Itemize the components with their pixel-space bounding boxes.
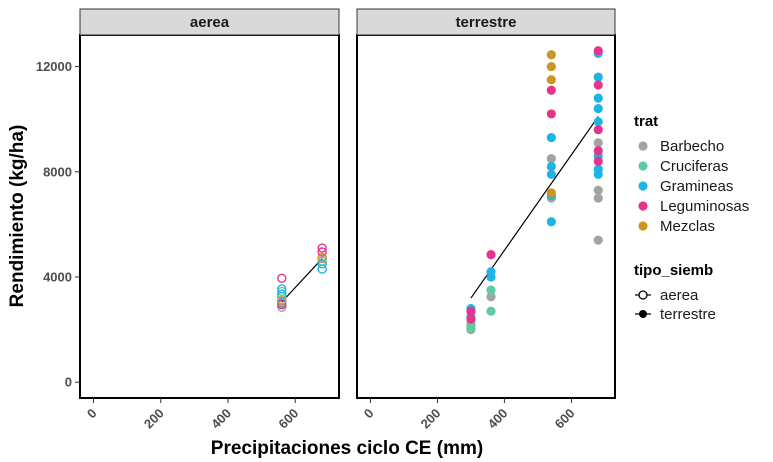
point-cruciferas-terrestre [486,306,496,316]
legend-key-barbecho [638,141,648,151]
legend-key-leguminosas [638,201,648,211]
y-tick-label: 12000 [36,59,72,74]
point-leguminosas-aerea [277,299,287,310]
point-barbecho-terrestre [593,235,603,245]
point-gramineas-terrestre [546,169,556,180]
point-mezclas-terrestre [546,75,556,85]
y-tick-label: 4000 [43,270,72,285]
point-barbecho-terrestre [593,138,603,148]
legend: trat Barbecho Cruciferas Gramineas Legumino… [634,113,749,323]
point-leguminosas-terrestre [593,80,603,90]
point-barbecho-terrestre [486,292,496,302]
strip-label-terrestre: terrestre [456,14,517,31]
x-tick-label: 0 [361,406,377,422]
point-barbecho-terrestre [593,193,603,203]
y-tick-label: 0 [65,375,72,390]
point-gramineas-terrestre [593,93,603,103]
trendline-aerea [281,258,323,303]
point-mezclas-terrestre [546,50,556,60]
point-leguminosas-terrestre [486,250,496,260]
x-tick-label: 400 [485,406,511,432]
x-tick-label: 600 [275,406,301,432]
point-mezclas-terrestre [546,61,556,72]
point-leguminosas-terrestre [593,125,603,135]
point-leguminosas-terrestre [593,156,603,166]
facet-panels: aerea terrestre [79,8,616,399]
legend-label-aerea: aerea [660,287,699,304]
strip-terrestre [356,8,616,36]
legend-label-cruciferas: Cruciferas [660,158,728,175]
point-barbecho-aerea [277,302,287,312]
point-gramineas-aerea [317,264,327,274]
y-axis-title: Rendimiento (kg/ha) [7,125,28,308]
point-leguminosas-terrestre [466,306,476,316]
x-axis-title: Precipitaciones ciclo CE (mm) [211,438,483,459]
legend-key-gramineas [638,181,648,191]
legend-label-mezclas: Mezclas [660,218,715,235]
strip-label-aerea: aerea [190,14,230,31]
x-tick-label: 200 [418,406,444,432]
point-leguminosas-aerea [277,273,287,284]
legend-label-terrestre: terrestre [660,306,716,323]
x-tick-label: 0 [84,406,100,422]
point-gramineas-aerea [277,284,287,294]
point-gramineas-terrestre [486,267,496,277]
strip-aerea [79,8,340,36]
point-barbecho-terrestre [593,185,603,195]
point-gramineas-terrestre [546,132,556,143]
point-leguminosas-terrestre [466,314,476,324]
legend-tipo-items: aerea terrestre [635,287,716,323]
point-gramineas-terrestre [546,161,556,172]
point-leguminosas-aerea [317,243,327,253]
y-tick-label: 8000 [43,164,72,179]
legend-label-barbecho: Barbecho [660,138,724,155]
legend-title-tipo-siemb: tipo_siemb [634,262,713,279]
point-gramineas-terrestre [593,72,603,82]
point-mezclas-aerea [277,295,287,306]
legend-key-mezclas [638,221,648,231]
point-gramineas-terrestre [546,217,556,227]
point-cruciferas-terrestre [486,285,496,295]
point-cruciferas-aerea [277,286,287,297]
point-leguminosas-aerea [317,247,327,257]
x-tick-label: 400 [208,406,234,432]
legend-trat-items: Barbecho Cruciferas Gramineas Leguminosas Me… [638,138,749,235]
point-leguminosas-terrestre [546,109,556,119]
x-tick-label: 600 [552,406,578,432]
panel-aerea-background [79,34,340,399]
point-gramineas-aerea [277,289,287,299]
point-gramineas-aerea [317,259,327,269]
point-gramineas-terrestre [593,117,603,127]
data-points [277,46,603,335]
point-gramineas-terrestre [593,164,603,174]
point-leguminosas-terrestre [593,46,603,56]
legend-label-leguminosas: Leguminosas [660,198,749,215]
point-barbecho-terrestre [546,154,556,164]
x-tick-label: 200 [141,406,167,432]
legend-key-aerea [638,290,648,300]
point-mezclas-aerea [317,253,327,264]
panel-terrestre-background [356,34,616,399]
legend-key-terrestre [639,310,647,318]
legend-key-cruciferas [638,161,648,171]
point-mezclas-terrestre [546,188,556,198]
legend-title-trat: trat [634,113,658,130]
point-leguminosas-terrestre [593,146,603,156]
legend-label-gramineas: Gramineas [660,178,733,195]
point-leguminosas-terrestre [546,85,556,95]
point-gramineas-terrestre [593,104,603,114]
